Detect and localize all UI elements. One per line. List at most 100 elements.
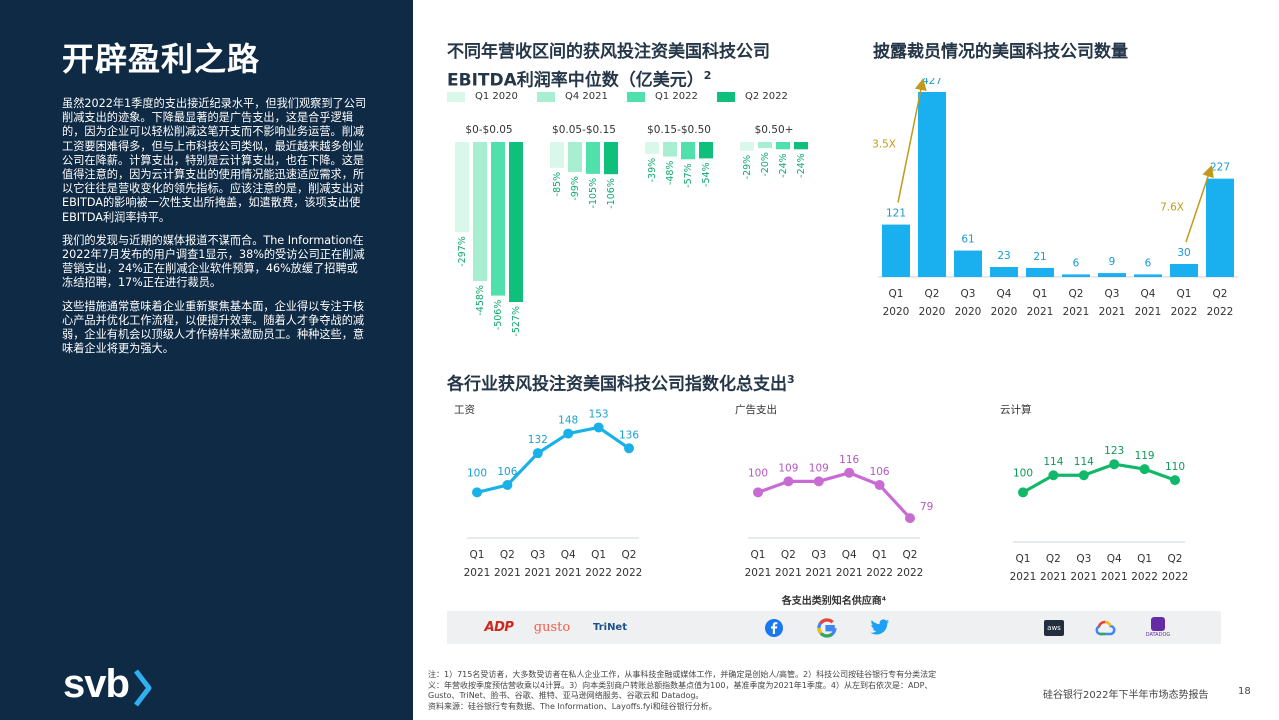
bar xyxy=(473,142,487,282)
tick-label: Q2 xyxy=(1046,553,1061,565)
group-label: $0-$0.05 xyxy=(465,124,512,136)
legend-swatch xyxy=(627,91,645,102)
bar xyxy=(1206,178,1234,277)
tick-label: Q2 xyxy=(903,549,918,561)
data-label: -85% xyxy=(552,172,563,197)
ebitda-chart-title: 不同年营收区间的获风投注资美国科技公司EBITDA利润率中位数（亿美元）2 xyxy=(447,40,807,93)
data-label: 100 xyxy=(1013,467,1033,479)
data-point xyxy=(905,513,915,524)
bar xyxy=(509,142,523,302)
bar xyxy=(1098,273,1126,277)
data-label: -24% xyxy=(796,153,807,178)
tick-label: Q4 xyxy=(561,549,576,561)
data-point xyxy=(1139,464,1150,475)
data-point xyxy=(753,487,763,498)
panel-label: 广告支出 xyxy=(735,403,777,416)
tick-label: 2022 xyxy=(616,567,643,579)
tick-label: 2022 xyxy=(897,567,924,579)
data-label: -20% xyxy=(760,152,771,177)
bar xyxy=(954,250,982,277)
tick-label: 2020 xyxy=(955,306,982,318)
tick-label: Q1 xyxy=(751,549,766,561)
paragraph: 这些措施通常意味着企业重新聚焦基本面，企业得以专注于核心产品并优化工作流程，以便… xyxy=(62,299,365,356)
data-point xyxy=(844,467,855,478)
legend-label: Q1 2022 xyxy=(655,91,698,102)
group-label: $0.50+ xyxy=(755,124,794,136)
bar xyxy=(1134,274,1162,277)
page-number: 18 xyxy=(1238,686,1251,697)
tick-label: 2020 xyxy=(991,306,1018,318)
data-label: 30 xyxy=(1177,247,1190,259)
data-label: -506% xyxy=(493,300,504,331)
ebitda-bar-chart: $0-$0.05 -297% -458% -506% -527% $0.05-$0.15 -… xyxy=(455,124,808,337)
tick-label: Q1 xyxy=(591,549,606,561)
paragraph: 虽然2022年1季度的支出接近纪录水平，但我们观察到了公司削减支出的迹象。下降最… xyxy=(62,97,367,224)
panel-label: 云计算 xyxy=(1000,403,1032,416)
bar xyxy=(491,142,505,296)
data-label: -29% xyxy=(742,155,753,180)
footnote-text: 注：1）715名受访者，大多数受访者在私人企业工作，从事科技金融或媒体工作，并确… xyxy=(428,670,937,700)
tick-label: 2021 xyxy=(805,567,832,579)
tick-label: Q2 xyxy=(781,549,796,561)
twitter-icon xyxy=(855,611,905,644)
series-line xyxy=(1022,462,1176,494)
data-label: 123 xyxy=(1104,445,1124,457)
chart-title-sup: 2 xyxy=(703,69,712,82)
tick-label: Q1 xyxy=(1177,288,1192,300)
data-label: 119 xyxy=(1135,450,1155,462)
bar xyxy=(455,142,469,233)
tick-label: Q2 xyxy=(622,549,637,561)
data-label: -24% xyxy=(778,153,789,178)
data-label: 427 xyxy=(922,78,942,87)
data-label: 6 xyxy=(1073,257,1080,269)
tick-label: Q4 xyxy=(1107,553,1122,565)
series-line xyxy=(476,425,630,494)
tick-label: Q3 xyxy=(1076,553,1091,565)
facebook-icon xyxy=(749,611,799,644)
data-point xyxy=(1048,470,1059,481)
growth-label: 7.6X xyxy=(1160,201,1184,213)
tick-label: 2020 xyxy=(883,306,910,318)
bar xyxy=(663,142,677,157)
bar xyxy=(586,142,600,174)
spending-line-charts: 工资 100 Q1 2021 106 Q2 2021 132 Q3 2021 148 Q4 2021 15… xyxy=(454,403,1188,583)
tick-label: Q2 xyxy=(1168,553,1183,565)
data-label: 153 xyxy=(589,408,609,420)
spending-chart-title: 各行业获风投注资美国科技公司指数化总支出3 xyxy=(447,368,947,397)
data-point xyxy=(1109,459,1120,470)
data-label: 114 xyxy=(1074,456,1094,468)
data-point xyxy=(593,422,604,433)
legend-item: Q1 2020 xyxy=(447,91,537,102)
source-text: 资料来源：硅谷银行专有数据、The Information、Layoffs.fy… xyxy=(428,701,717,711)
tick-label: 2021 xyxy=(1135,306,1162,318)
tick-label: Q4 xyxy=(997,288,1012,300)
tick-label: 2021 xyxy=(494,567,521,579)
data-label: 100 xyxy=(748,467,768,479)
tick-label: 2021 xyxy=(1063,306,1090,318)
tick-label: Q4 xyxy=(842,549,857,561)
page-title: 开辟盈利之路 xyxy=(62,40,261,78)
footnote: 注：1）715名受访者，大多数受访者在私人企业工作，从事科技金融或媒体工作，并确… xyxy=(428,670,938,712)
footer-report-title: 硅谷银行2022年下半年市场态势报告 xyxy=(1043,690,1209,701)
legend-label: Q4 2021 xyxy=(565,91,608,102)
data-point xyxy=(624,443,634,454)
logo-text: svb xyxy=(63,662,130,706)
bar xyxy=(990,267,1018,277)
data-label: -297% xyxy=(457,236,468,267)
legend-item: Q1 2022 xyxy=(627,91,717,102)
data-label: 109 xyxy=(778,462,798,474)
tick-label: 2021 xyxy=(775,567,802,579)
growth-label: 3.5X xyxy=(872,138,896,150)
adp-logo: ADP xyxy=(484,620,514,635)
tick-label: 2022 xyxy=(1171,306,1198,318)
legend-item: Q4 2021 xyxy=(537,91,627,102)
data-label: 9 xyxy=(1109,256,1116,268)
tick-label: Q1 xyxy=(1016,553,1031,565)
gusto-logo: gusto xyxy=(533,620,571,635)
data-label: 106 xyxy=(870,466,890,478)
tick-label: Q2 xyxy=(500,549,515,561)
tick-label: 2021 xyxy=(836,567,863,579)
data-label: -105% xyxy=(588,178,599,209)
tick-label: 2021 xyxy=(464,567,491,579)
data-label: 21 xyxy=(1033,251,1046,263)
